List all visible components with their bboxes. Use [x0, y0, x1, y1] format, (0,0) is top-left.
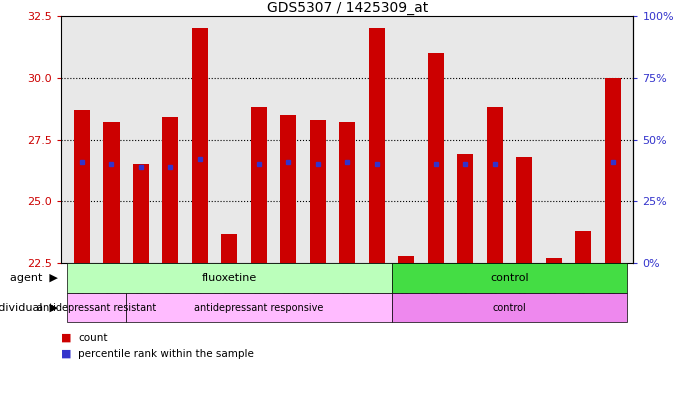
Bar: [104, 122, 120, 263]
Text: ■: ■: [61, 333, 72, 343]
Text: individual  ▶: individual ▶: [0, 303, 58, 312]
Bar: [392, 293, 627, 322]
Bar: [545, 258, 562, 263]
Bar: [575, 231, 591, 263]
Bar: [516, 157, 533, 263]
Bar: [392, 263, 627, 293]
Text: antidepressant responsive: antidepressant responsive: [194, 303, 323, 312]
Bar: [368, 28, 385, 263]
Text: antidepressant resistant: antidepressant resistant: [37, 303, 157, 312]
Bar: [605, 78, 621, 263]
Text: control: control: [490, 273, 529, 283]
Text: ■: ■: [61, 349, 72, 359]
Text: count: count: [78, 333, 108, 343]
Bar: [428, 53, 444, 263]
Text: percentile rank within the sample: percentile rank within the sample: [78, 349, 254, 359]
Bar: [126, 293, 392, 322]
Bar: [221, 233, 238, 263]
Bar: [162, 117, 178, 263]
Text: control: control: [492, 303, 526, 312]
Title: GDS5307 / 1425309_at: GDS5307 / 1425309_at: [267, 1, 428, 15]
Bar: [398, 256, 415, 263]
Bar: [487, 107, 503, 263]
Bar: [67, 263, 392, 293]
Text: fluoxetine: fluoxetine: [202, 273, 257, 283]
Bar: [339, 122, 355, 263]
Bar: [457, 154, 473, 263]
Bar: [310, 120, 326, 263]
Bar: [133, 164, 149, 263]
Bar: [280, 115, 296, 263]
Bar: [74, 110, 90, 263]
Bar: [192, 28, 208, 263]
Text: agent  ▶: agent ▶: [10, 273, 58, 283]
Bar: [67, 293, 126, 322]
Bar: [251, 107, 267, 263]
